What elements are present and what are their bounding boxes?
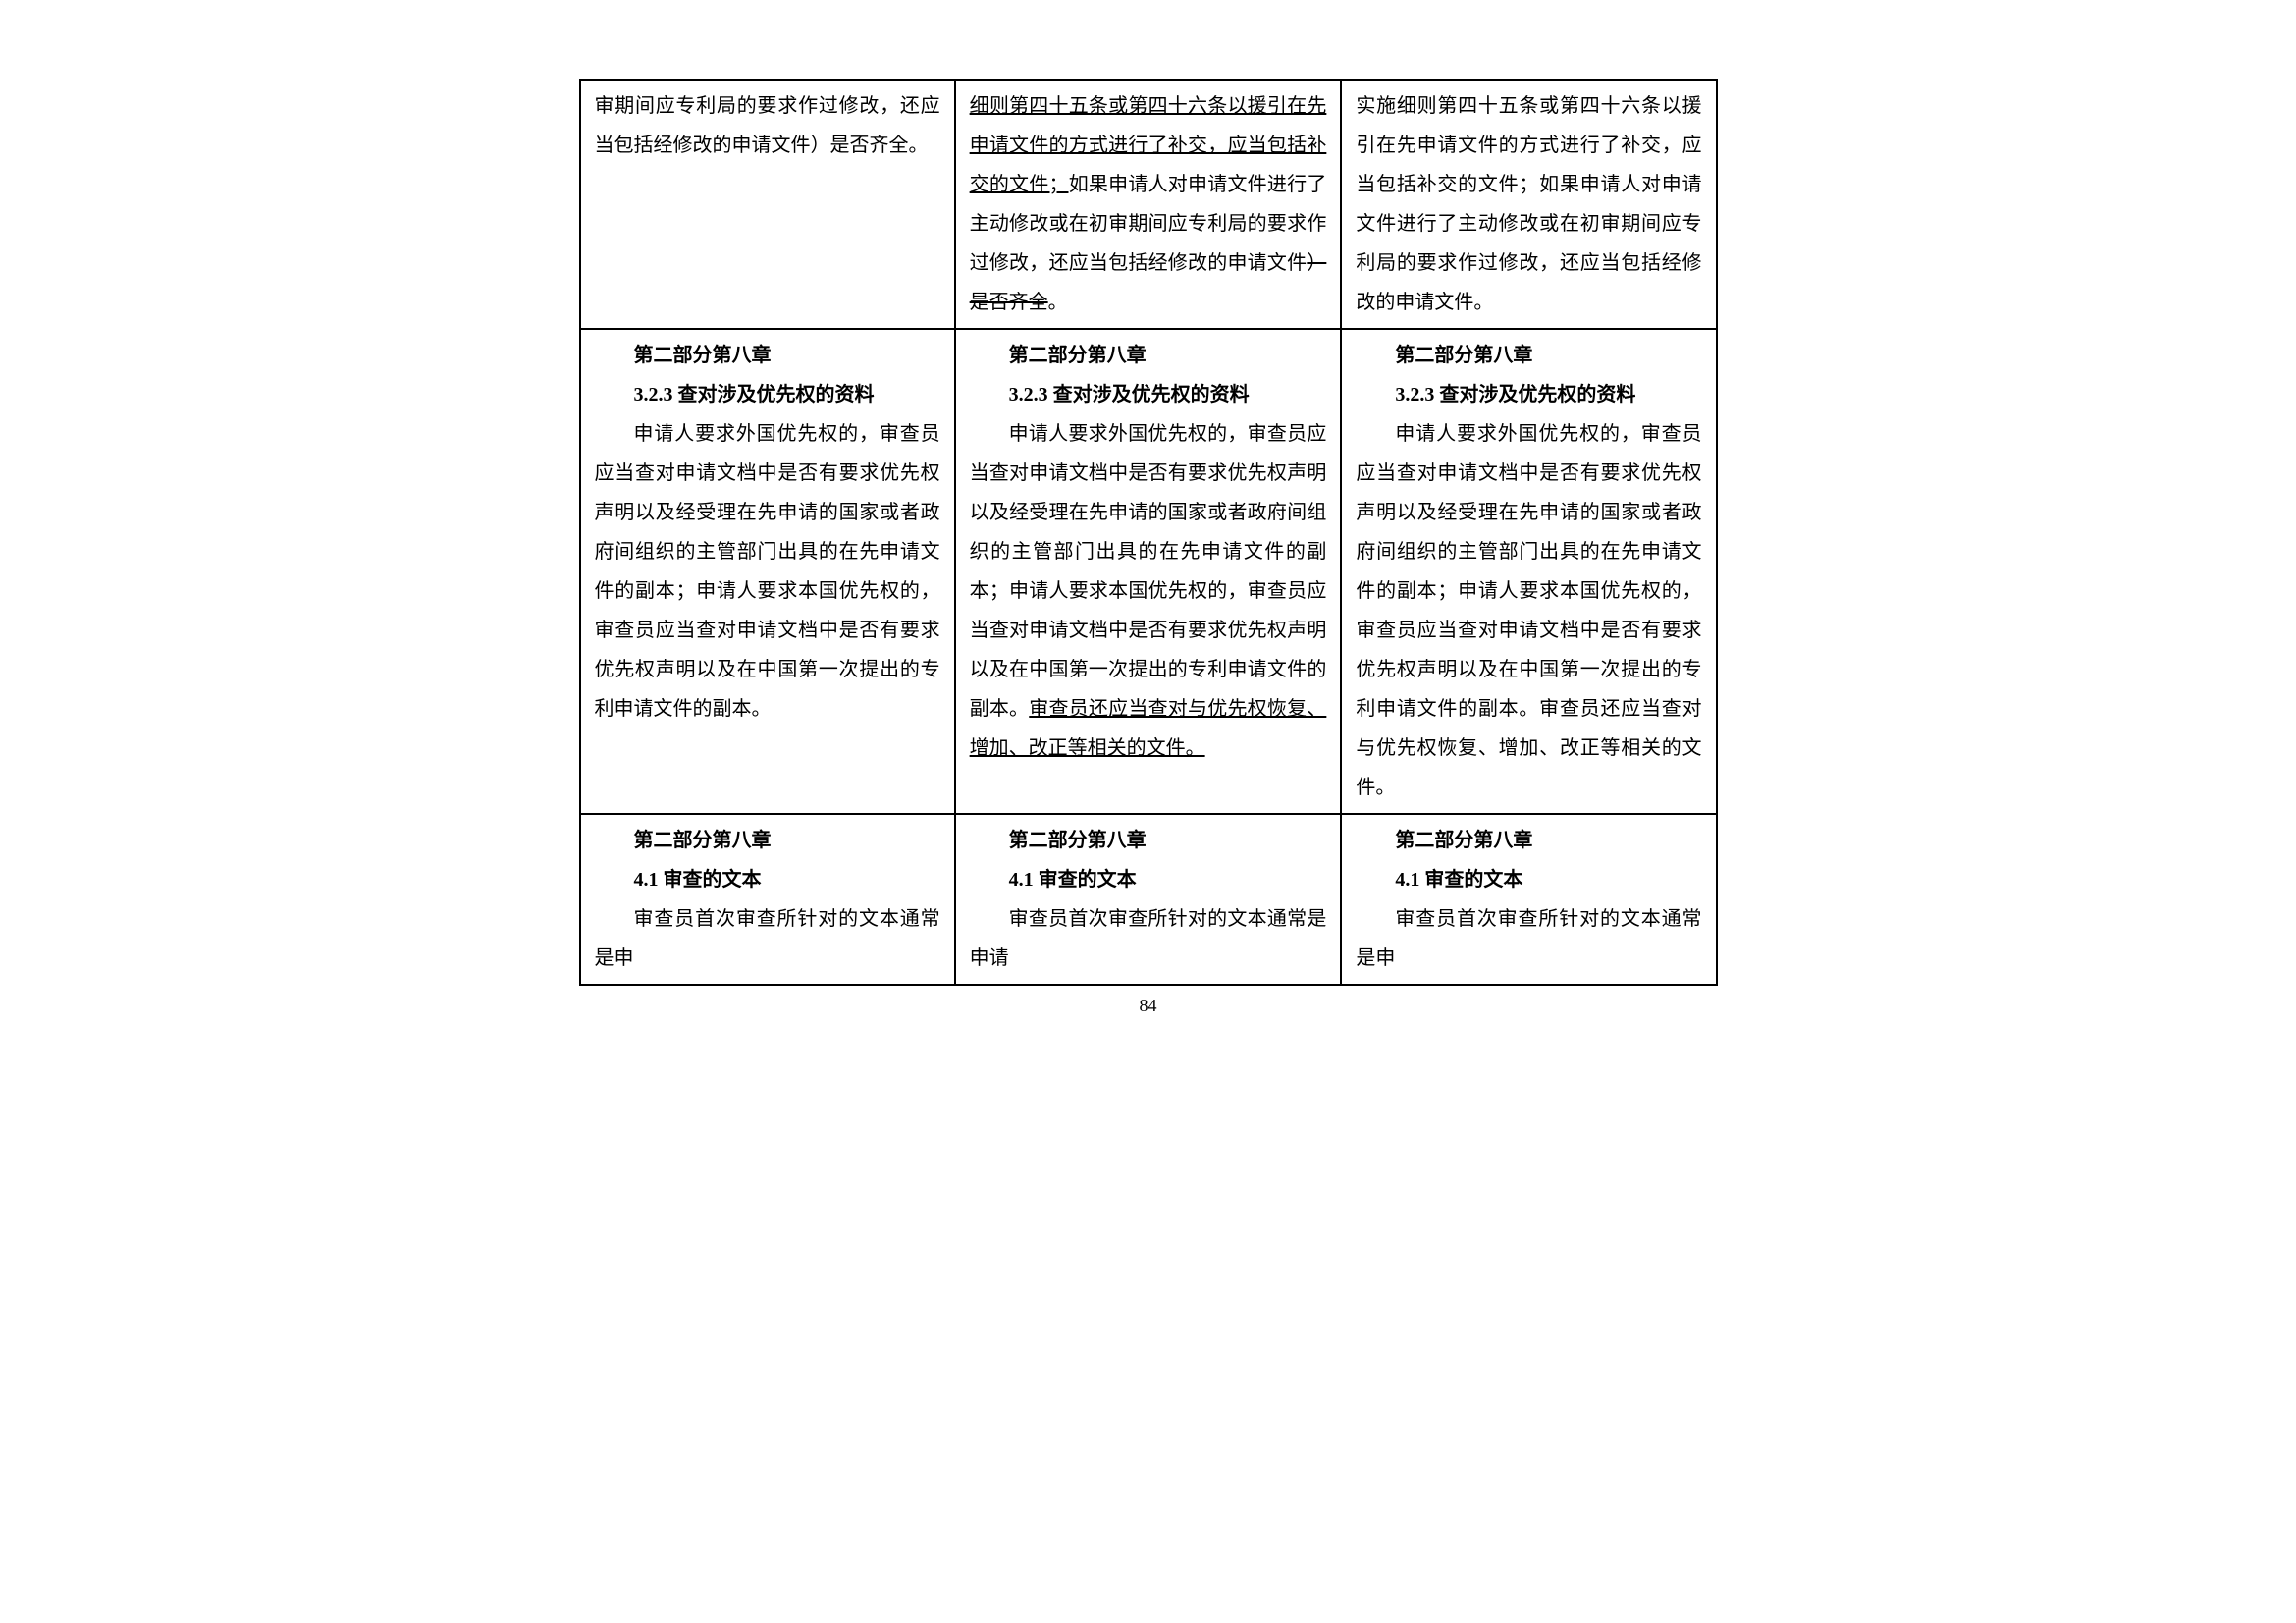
table-row: 第二部分第八章4.1 审查的文本审查员首次审查所针对的文本通常是申第二部分第八章… [580, 814, 1717, 985]
table-row: 第二部分第八章3.2.3 查对涉及优先权的资料申请人要求外国优先权的，审查员应当… [580, 329, 1717, 814]
section-heading: 第二部分第八章 [595, 336, 940, 375]
subsection-heading: 3.2.3 查对涉及优先权的资料 [595, 375, 940, 414]
cell-mid: 细则第四十五条或第四十六条以援引在先申请文件的方式进行了补交，应当包括补交的文件… [955, 80, 1342, 329]
paragraph: 申请人要求外国优先权的，审查员应当查对申请文档中是否有要求优先权声明以及经受理在… [970, 414, 1327, 768]
cell-left: 审期间应专利局的要求作过修改，还应当包括经修改的申请文件）是否齐全。 [580, 80, 955, 329]
subsection-heading: 4.1 审查的文本 [970, 860, 1327, 899]
cell-left: 第二部分第八章3.2.3 查对涉及优先权的资料申请人要求外国优先权的，审查员应当… [580, 329, 955, 814]
section-heading: 第二部分第八章 [595, 821, 940, 860]
paragraph: 申请人要求外国优先权的，审查员应当查对申请文档中是否有要求优先权声明以及经受理在… [595, 414, 940, 729]
table-body: 审期间应专利局的要求作过修改，还应当包括经修改的申请文件）是否齐全。细则第四十五… [580, 80, 1717, 985]
subsection-heading: 4.1 审查的文本 [1356, 860, 1701, 899]
comparison-table: 审期间应专利局的要求作过修改，还应当包括经修改的申请文件）是否齐全。细则第四十五… [579, 79, 1718, 986]
cell-mid: 第二部分第八章4.1 审查的文本审查员首次审查所针对的文本通常是申请 [955, 814, 1342, 985]
text-segment: 。 [1048, 292, 1068, 313]
text-segment: 审期间应专利局的要求作过修改，还应当包括经修改的申请文件）是否齐全。 [595, 95, 940, 156]
cell-right: 第二部分第八章3.2.3 查对涉及优先权的资料申请人要求外国优先权的，审查员应当… [1341, 329, 1716, 814]
section-heading: 第二部分第八章 [1356, 821, 1701, 860]
paragraph: 审查员首次审查所针对的文本通常是申请 [970, 899, 1327, 978]
paragraph: 实施细则第四十五条或第四十六条以援引在先申请文件的方式进行了补交，应当包括补交的… [1356, 86, 1701, 322]
text-segment: 审查员首次审查所针对的文本通常是申 [1356, 908, 1701, 969]
paragraph: 审查员首次审查所针对的文本通常是申 [1356, 899, 1701, 978]
section-heading: 第二部分第八章 [970, 821, 1327, 860]
paragraph: 审查员首次审查所针对的文本通常是申 [595, 899, 940, 978]
paragraph: 细则第四十五条或第四十六条以援引在先申请文件的方式进行了补交，应当包括补交的文件… [970, 86, 1327, 322]
cell-mid: 第二部分第八章3.2.3 查对涉及优先权的资料申请人要求外国优先权的，审查员应当… [955, 329, 1342, 814]
cell-right: 第二部分第八章4.1 审查的文本审查员首次审查所针对的文本通常是申 [1341, 814, 1716, 985]
text-segment: 审查员首次审查所针对的文本通常是申 [595, 908, 940, 969]
page-number: 84 [1140, 996, 1157, 1016]
paragraph: 申请人要求外国优先权的，审查员应当查对申请文档中是否有要求优先权声明以及经受理在… [1356, 414, 1701, 807]
subsection-heading: 4.1 审查的文本 [595, 860, 940, 899]
paragraph: 审期间应专利局的要求作过修改，还应当包括经修改的申请文件）是否齐全。 [595, 86, 940, 165]
cell-left: 第二部分第八章4.1 审查的文本审查员首次审查所针对的文本通常是申 [580, 814, 955, 985]
text-segment: 审查员首次审查所针对的文本通常是申请 [970, 908, 1327, 969]
text-segment: 实施细则第四十五条或第四十六条以援引在先申请文件的方式进行了补交，应当包括补交的… [1356, 95, 1701, 313]
section-heading: 第二部分第八章 [970, 336, 1327, 375]
cell-right: 实施细则第四十五条或第四十六条以援引在先申请文件的方式进行了补交，应当包括补交的… [1341, 80, 1716, 329]
text-segment: 申请人要求外国优先权的，审查员应当查对申请文档中是否有要求优先权声明以及经受理在… [595, 423, 940, 720]
text-segment: 申请人要求外国优先权的，审查员应当查对申请文档中是否有要求优先权声明以及经受理在… [1356, 423, 1701, 798]
section-heading: 第二部分第八章 [1356, 336, 1701, 375]
text-segment: 申请人要求外国优先权的，审查员应当查对申请文档中是否有要求优先权声明以及经受理在… [970, 423, 1327, 720]
subsection-heading: 3.2.3 查对涉及优先权的资料 [970, 375, 1327, 414]
table-row: 审期间应专利局的要求作过修改，还应当包括经修改的申请文件）是否齐全。细则第四十五… [580, 80, 1717, 329]
subsection-heading: 3.2.3 查对涉及优先权的资料 [1356, 375, 1701, 414]
